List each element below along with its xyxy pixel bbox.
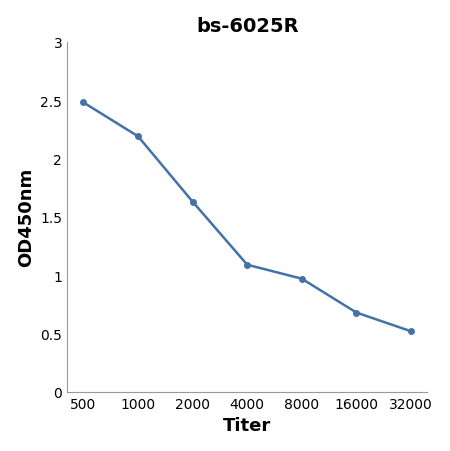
Title: bs-6025R: bs-6025R	[196, 17, 298, 36]
Y-axis label: OD450nm: OD450nm	[17, 168, 35, 267]
X-axis label: Titer: Titer	[223, 416, 271, 434]
